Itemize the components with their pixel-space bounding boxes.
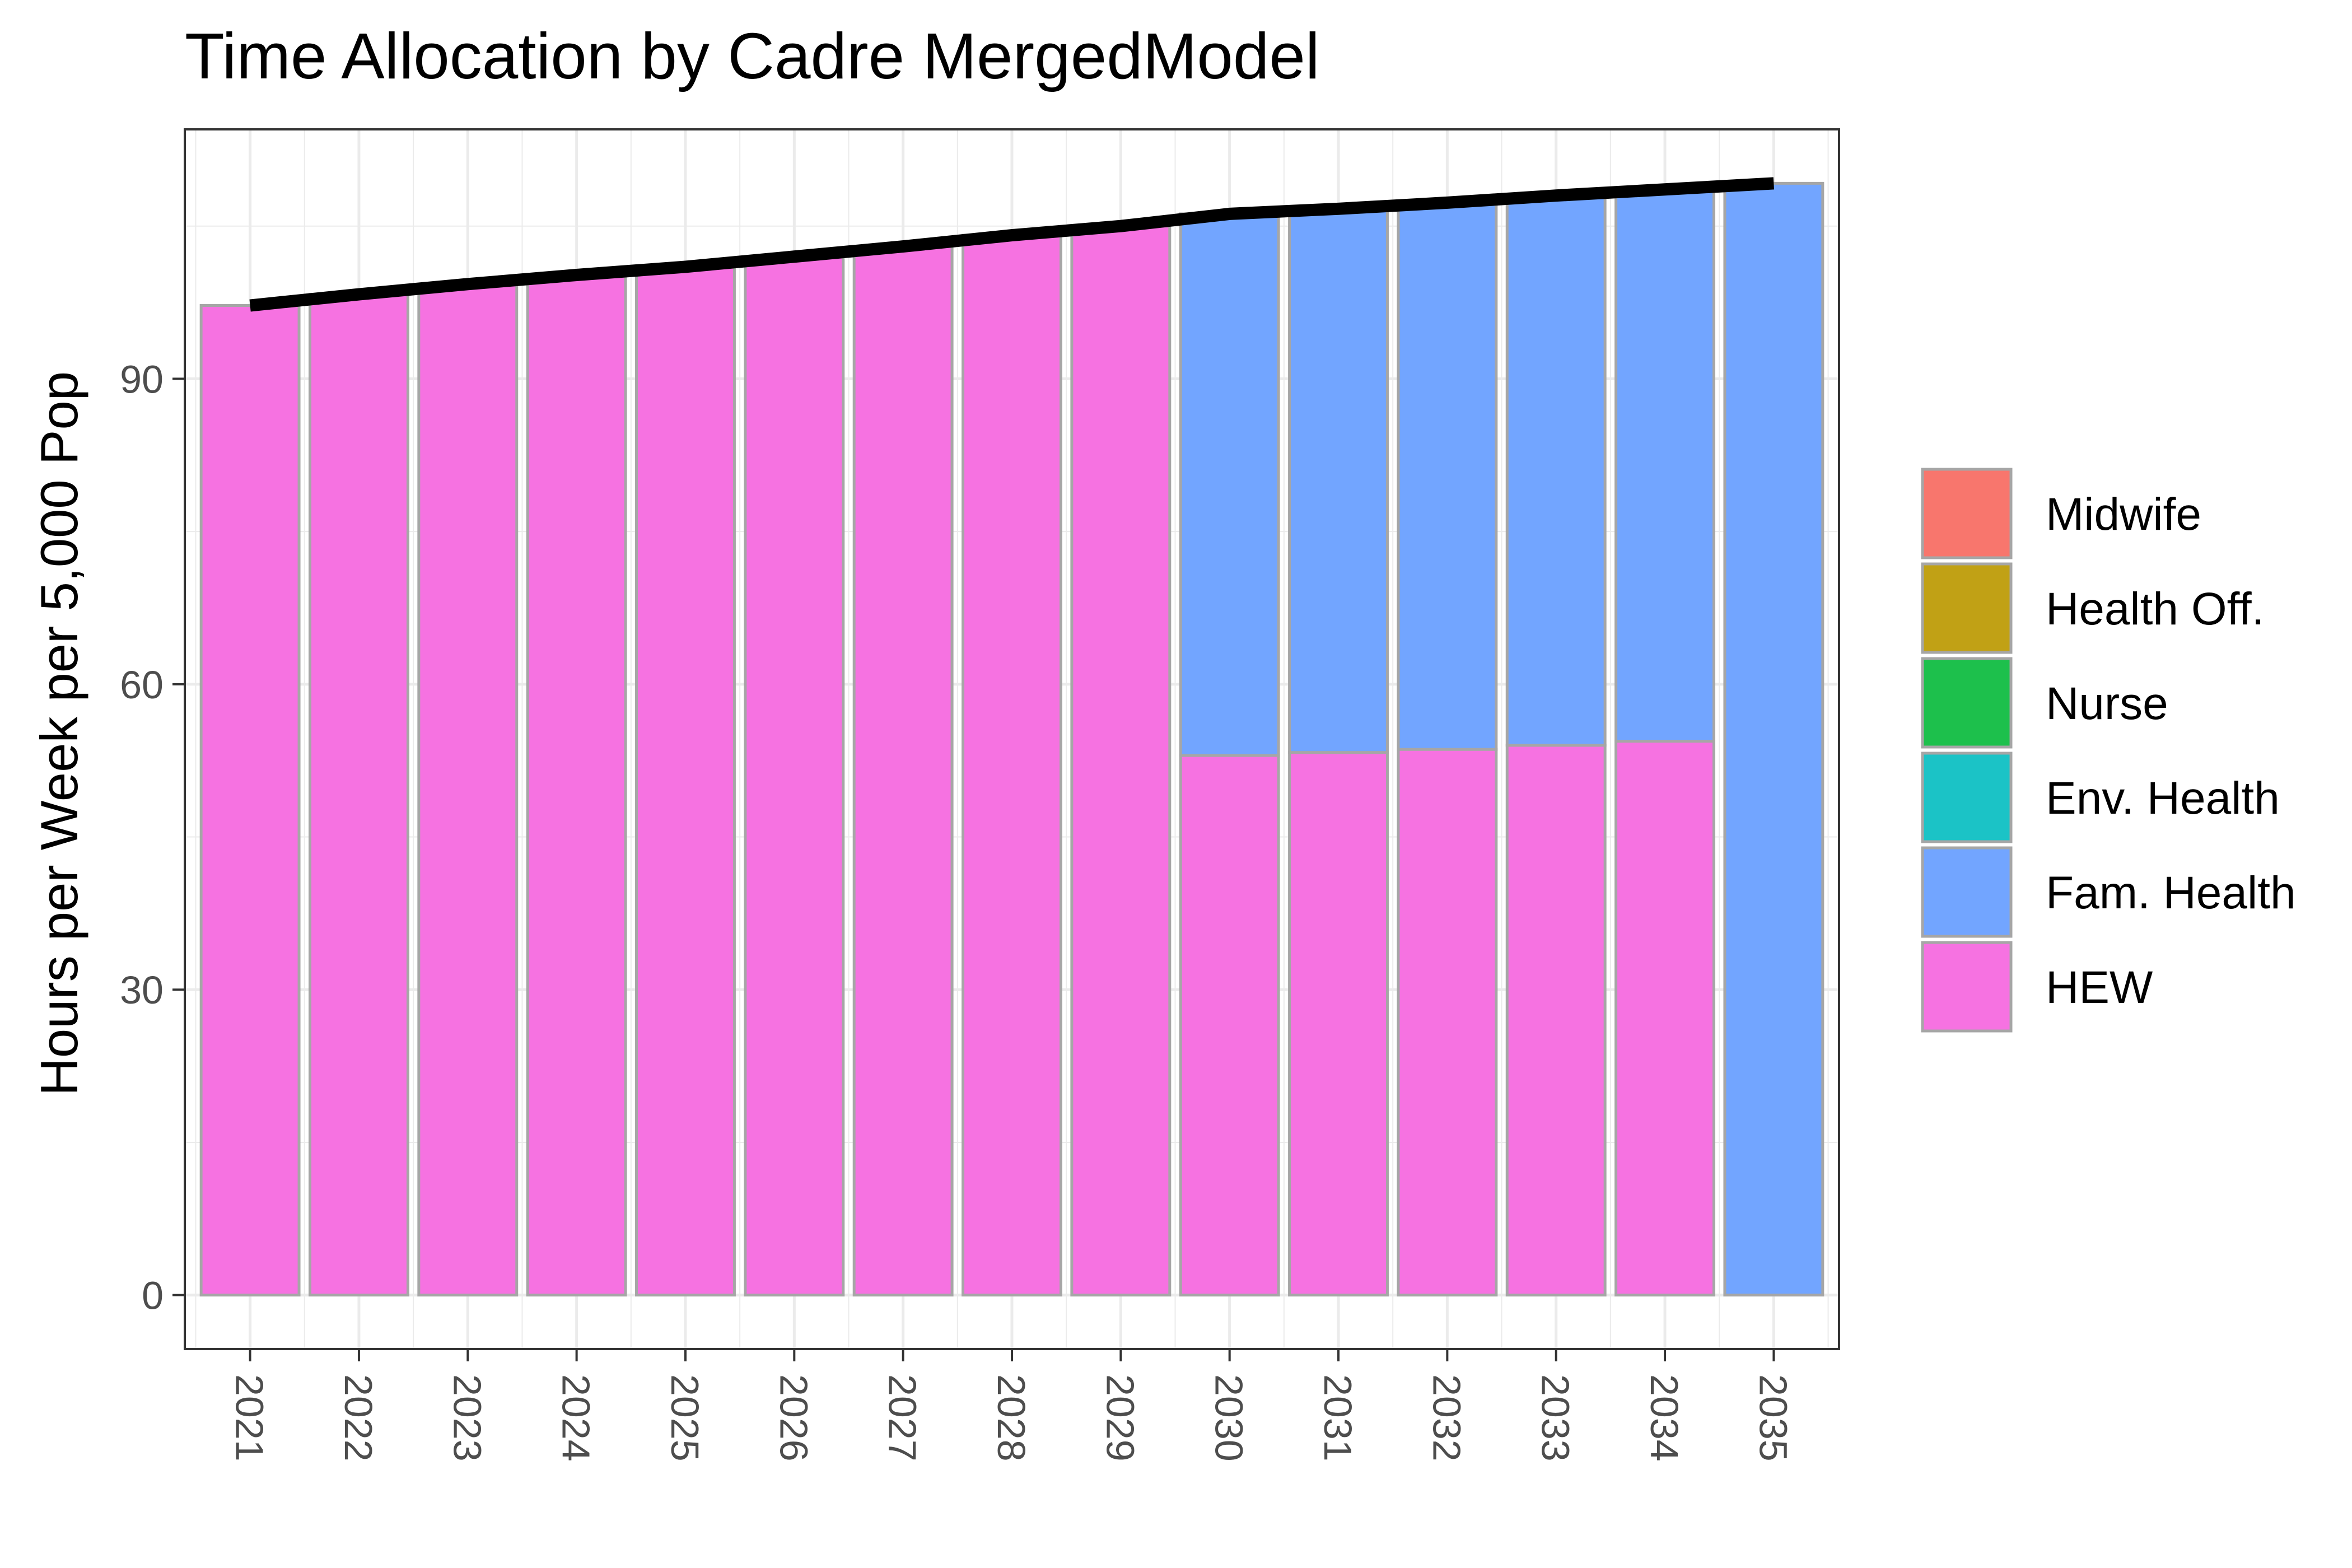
y-axis-label: Hours per Week per 5,000 Pop [30, 371, 88, 1096]
bar-segment [1179, 754, 1280, 1297]
bar-segment [526, 273, 627, 1297]
x-tick-label: 2033 [1534, 1374, 1578, 1462]
bar-segment [1288, 751, 1389, 1297]
bars [199, 181, 1824, 1297]
bar-segment [852, 245, 954, 1297]
x-tick-label: 2029 [1098, 1374, 1142, 1462]
legend-label: HEW [2046, 962, 2153, 1013]
legend-label: Midwife [2046, 489, 2201, 540]
bar-segment [1397, 201, 1498, 751]
x-tick-label: 2023 [445, 1374, 489, 1462]
bar-segment [1179, 212, 1280, 757]
legend: Midwife Health Off. Nurse Env. Health Fam. H… [1921, 468, 2296, 1033]
x-tick-label: 2032 [1425, 1374, 1468, 1462]
legend-label: Fam. Health [2046, 867, 2296, 918]
legend-key [1921, 752, 2013, 843]
legend-label: Nurse [2046, 678, 2168, 729]
x-tick-label: 2028 [990, 1374, 1033, 1462]
x-tick-label: 2021 [228, 1374, 272, 1462]
bar-segment [744, 255, 845, 1297]
bar-segment [1505, 194, 1607, 747]
bar-segment [1614, 740, 1716, 1297]
x-tick-label: 2027 [881, 1374, 925, 1462]
x-tick-label: 2034 [1642, 1374, 1686, 1462]
x-tick-label: 2024 [554, 1374, 598, 1462]
legend-key [1921, 657, 2013, 749]
bar-segment [308, 293, 409, 1297]
x-tick-label: 2026 [772, 1374, 815, 1462]
x-tick-label: 2035 [1751, 1374, 1795, 1462]
bar-segment [962, 234, 1062, 1297]
legend-key [1921, 941, 2013, 1033]
x-axis: 2021 2022 2023 2024 2025 2026 2027 2028 2029 2030… [228, 1349, 1795, 1462]
legend-key [1921, 562, 2013, 654]
bar-segment [1288, 207, 1389, 754]
bar-segment [1397, 748, 1498, 1297]
y-axis: 0 30 60 90 [120, 357, 185, 1318]
y-tick-label: 30 [120, 968, 164, 1012]
x-tick-label: 2030 [1207, 1374, 1251, 1462]
total-line [249, 177, 1775, 312]
bar-segment [199, 304, 301, 1297]
bar-segment [1505, 744, 1607, 1297]
x-tick-label: 2025 [663, 1374, 707, 1462]
bar-segment [417, 282, 519, 1297]
legend-label: Health Off. [2046, 584, 2264, 634]
bar-segment [1723, 181, 1824, 1297]
chart-title: Time Allocation by Cadre MergedModel [185, 20, 1320, 92]
total-line-layer [249, 177, 1775, 312]
legend-key [1921, 846, 2013, 938]
x-tick-label: 2022 [337, 1374, 380, 1462]
y-tick-label: 90 [120, 357, 164, 401]
plot-panel [184, 128, 1840, 1350]
x-tick-label: 2031 [1316, 1374, 1360, 1462]
bar-segment [1614, 188, 1716, 743]
bar-segment [1070, 225, 1172, 1297]
legend-key [1921, 468, 2013, 559]
legend-label: Env. Health [2046, 773, 2280, 824]
y-tick-label: 60 [120, 663, 164, 707]
y-tick-label: 0 [142, 1274, 164, 1318]
bar-segment [635, 265, 736, 1297]
